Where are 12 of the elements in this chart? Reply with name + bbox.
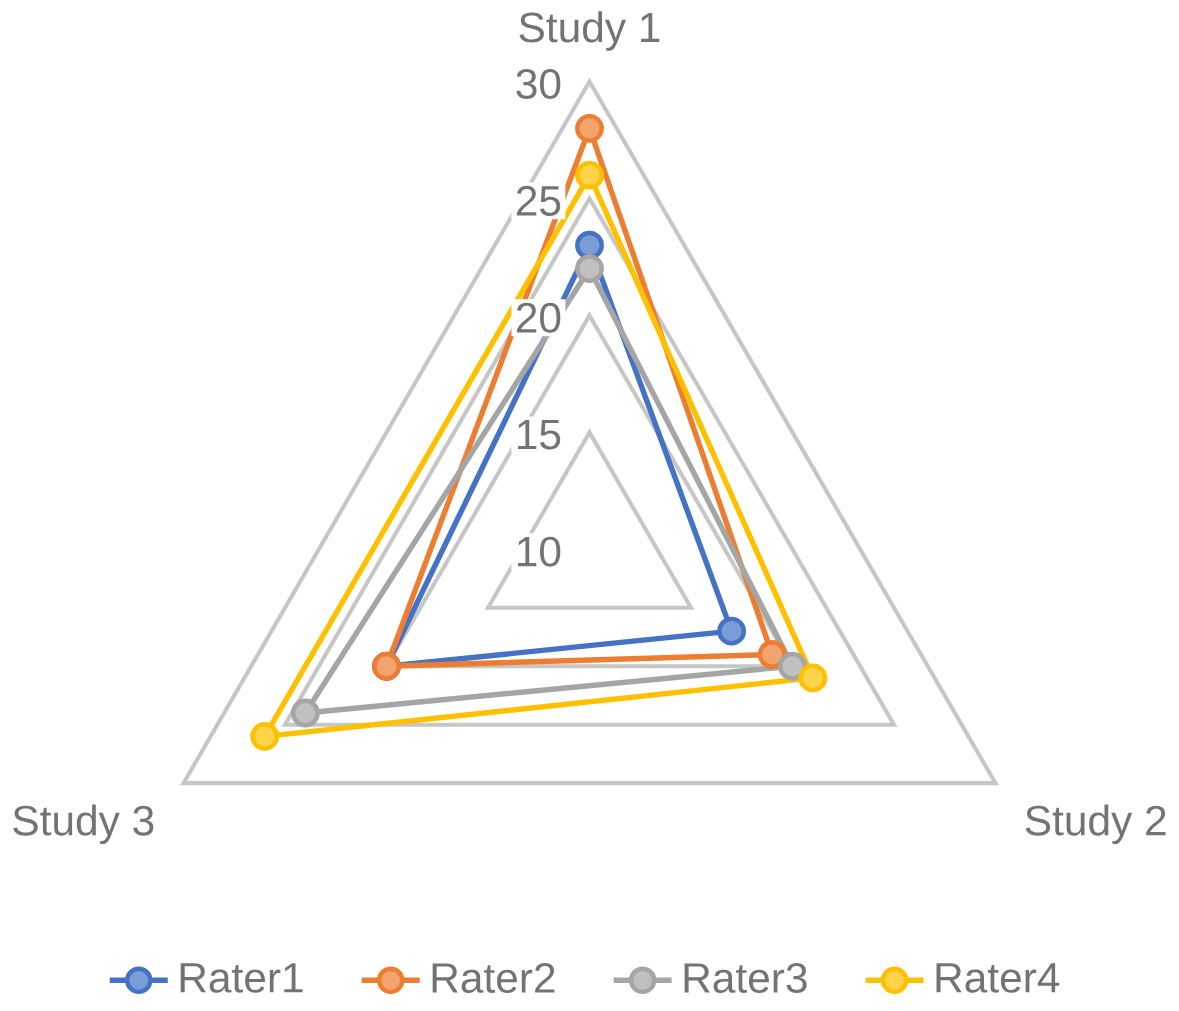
legend-label: Rater3 xyxy=(684,962,807,993)
legend-label: Rater4 xyxy=(936,963,1060,993)
spoke-label: Study 3 xyxy=(13,804,154,844)
legend-label: Rater2 xyxy=(432,962,555,993)
y-tick-label: 10 xyxy=(518,536,561,567)
legend-label: Rater1 xyxy=(180,963,303,993)
y-tick-label: 15 xyxy=(518,419,561,450)
spoke-label: Study 1 xyxy=(519,11,660,51)
y-tick-label: 25 xyxy=(516,185,561,216)
y-tick-label: 20 xyxy=(516,302,561,333)
y-tick-label: 30 xyxy=(516,68,561,99)
spoke-label: Study 2 xyxy=(1025,804,1166,844)
